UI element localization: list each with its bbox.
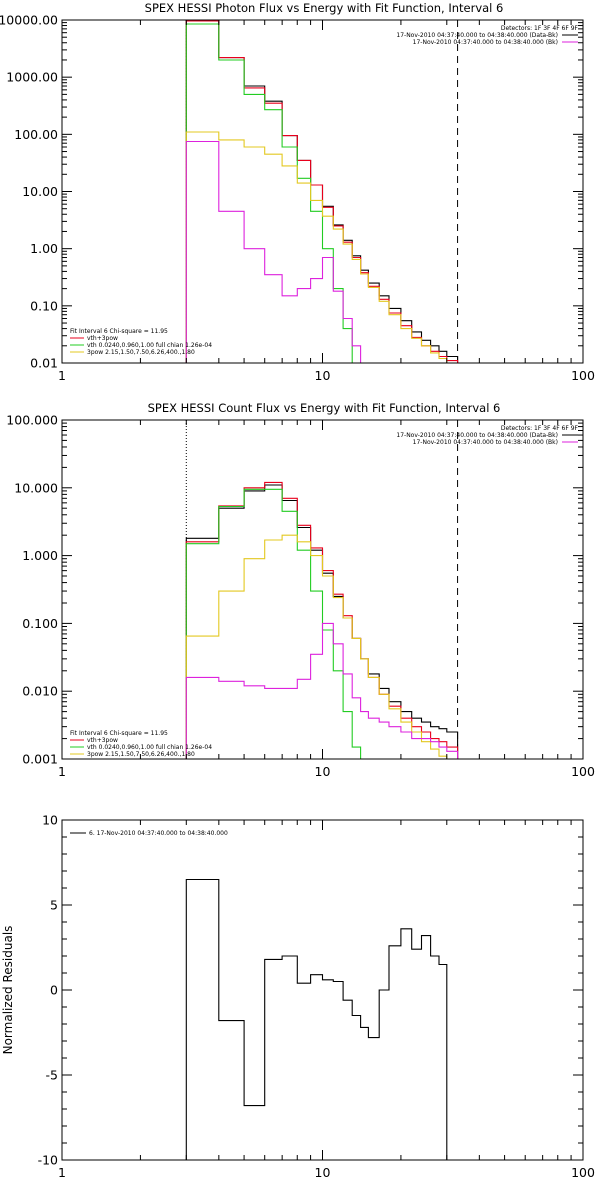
photon-y-tick-label: 100.00 — [14, 127, 58, 142]
photon-legend-bk: 17-Nov-2010 04:37:40.000 to 04:38:40.000… — [413, 39, 558, 46]
residuals-y-tick-label: 0 — [50, 983, 58, 998]
photon-series-4 — [185, 140, 369, 363]
photon-x-tick-label: 1 — [58, 368, 66, 383]
count-chart-axes: 1 10 100 0.001 0.010 0.100 1.000 10.000 100.000 — [6, 413, 595, 780]
count-chart-plot — [185, 420, 459, 759]
photon-legend-vth: vth 0.0240,0.960,1.00 full chian 1.26e-0… — [87, 342, 212, 349]
residuals-chart-axes: 1 10 100 -10 -5 0 5 10 — [38, 813, 595, 1181]
residuals-y-axis-label: Normalized Residuals — [1, 926, 15, 1055]
count-y-tick-label: 10.000 — [14, 480, 58, 495]
count-y-tick-label: 0.100 — [22, 616, 58, 631]
count-y-tick-label: 0.001 — [22, 752, 58, 767]
count-legend-vth: vth 0.0240,0.960,1.00 full chian 1.26e-0… — [87, 744, 212, 751]
residuals-series-0 — [185, 878, 459, 1160]
photon-y-tick-label: 1000.00 — [6, 70, 58, 85]
count-series-4 — [185, 622, 459, 759]
photon-y-tick-label: 0.10 — [30, 298, 58, 313]
count-series-2 — [185, 488, 362, 759]
photon-legend-data-bk: 17-Nov-2010 04:37:40.000 to 04:38:40.000… — [396, 32, 558, 39]
residuals-y-tick-label: -10 — [38, 1153, 58, 1168]
photon-legend-3pow: 3pow 2.15,1.50,7.50,6.26,400.,1.80 — [87, 349, 195, 356]
count-y-tick-label: 0.010 — [22, 684, 58, 699]
count-legend-model: vth+3pow — [87, 737, 118, 744]
count-legend-bottom: Fit Interval 6 Chi-square = 11.95 vth+3p… — [70, 730, 212, 758]
photon-chart-plot — [185, 20, 459, 363]
count-legend-bk: 17-Nov-2010 04:37:40.000 to 04:38:40.000… — [413, 439, 558, 446]
count-legend-fit: Fit Interval 6 Chi-square = 11.95 — [70, 730, 168, 737]
count-y-tick-label: 1.000 — [22, 548, 58, 563]
photon-series-2 — [185, 23, 362, 363]
count-x-tick-label: 1 — [58, 764, 66, 779]
residuals-chart-plot — [185, 878, 459, 1160]
residuals-x-tick-label: 1 — [58, 1165, 66, 1180]
count-chart-frame — [61, 419, 584, 760]
photon-chart-axes: 1 10 100 0.01 0.10 1.00 10.00 100.00 1000.00 1000… — [0, 13, 595, 384]
photon-legend-model: vth+3pow — [87, 335, 118, 342]
count-legend-top: Detectors: 1F 3F 4F 6F 9F 17-Nov-2010 04… — [396, 425, 578, 446]
photon-y-tick-label: 10.00 — [22, 184, 58, 199]
residuals-chart-frame — [61, 819, 584, 1161]
photon-x-tick-label: 10 — [315, 368, 331, 383]
count-x-tick-label: 10 — [315, 764, 331, 779]
residuals-y-tick-label: 10 — [42, 813, 58, 828]
residuals-y-tick-label: -5 — [46, 1068, 58, 1083]
photon-legend-top: Detectors: 1F 3F 4F 6F 9F 17-Nov-2010 04… — [396, 25, 578, 46]
count-legend-data-bk: 17-Nov-2010 04:37:40.000 to 04:38:40.000… — [396, 432, 558, 439]
count-x-tick-label: 100 — [571, 764, 595, 779]
residuals-x-tick-label: 100 — [571, 1165, 595, 1180]
residuals-y-tick-label: 5 — [50, 898, 58, 913]
photon-y-tick-label: 0.01 — [30, 356, 58, 371]
residuals-legend: 6. 17-Nov-2010 04:37:40.000 to 04:38:40.… — [70, 830, 228, 837]
count-chart-title: SPEX HESSI Count Flux vs Energy with Fit… — [148, 401, 501, 415]
photon-x-tick-label: 100 — [571, 368, 595, 383]
photon-legend-fit: Fit Interval 6 Chi-square = 11.95 — [70, 328, 168, 335]
photon-y-tick-label: 1.00 — [30, 241, 58, 256]
count-series-3 — [185, 534, 459, 759]
photon-series-3 — [185, 131, 448, 363]
residuals-legend-label: 6. 17-Nov-2010 04:37:40.000 to 04:38:40.… — [89, 830, 228, 837]
count-y-tick-label: 100.000 — [6, 413, 58, 428]
residuals-x-tick-label: 10 — [315, 1165, 331, 1180]
photon-y-tick-label: 10000.00 — [0, 13, 58, 28]
photon-legend-detectors: Detectors: 1F 3F 4F 6F 9F — [501, 25, 579, 32]
photon-legend-bottom: Fit Interval 6 Chi-square = 11.95 vth+3p… — [70, 328, 212, 356]
count-legend-3pow: 3pow 2.15,1.50,7.50,6.26,400.,1.80 — [87, 751, 195, 758]
photon-series-0 — [185, 20, 459, 363]
photon-chart-title: SPEX HESSI Photon Flux vs Energy with Fi… — [145, 1, 504, 15]
count-legend-detectors: Detectors: 1F 3F 4F 6F 9F — [501, 425, 579, 432]
